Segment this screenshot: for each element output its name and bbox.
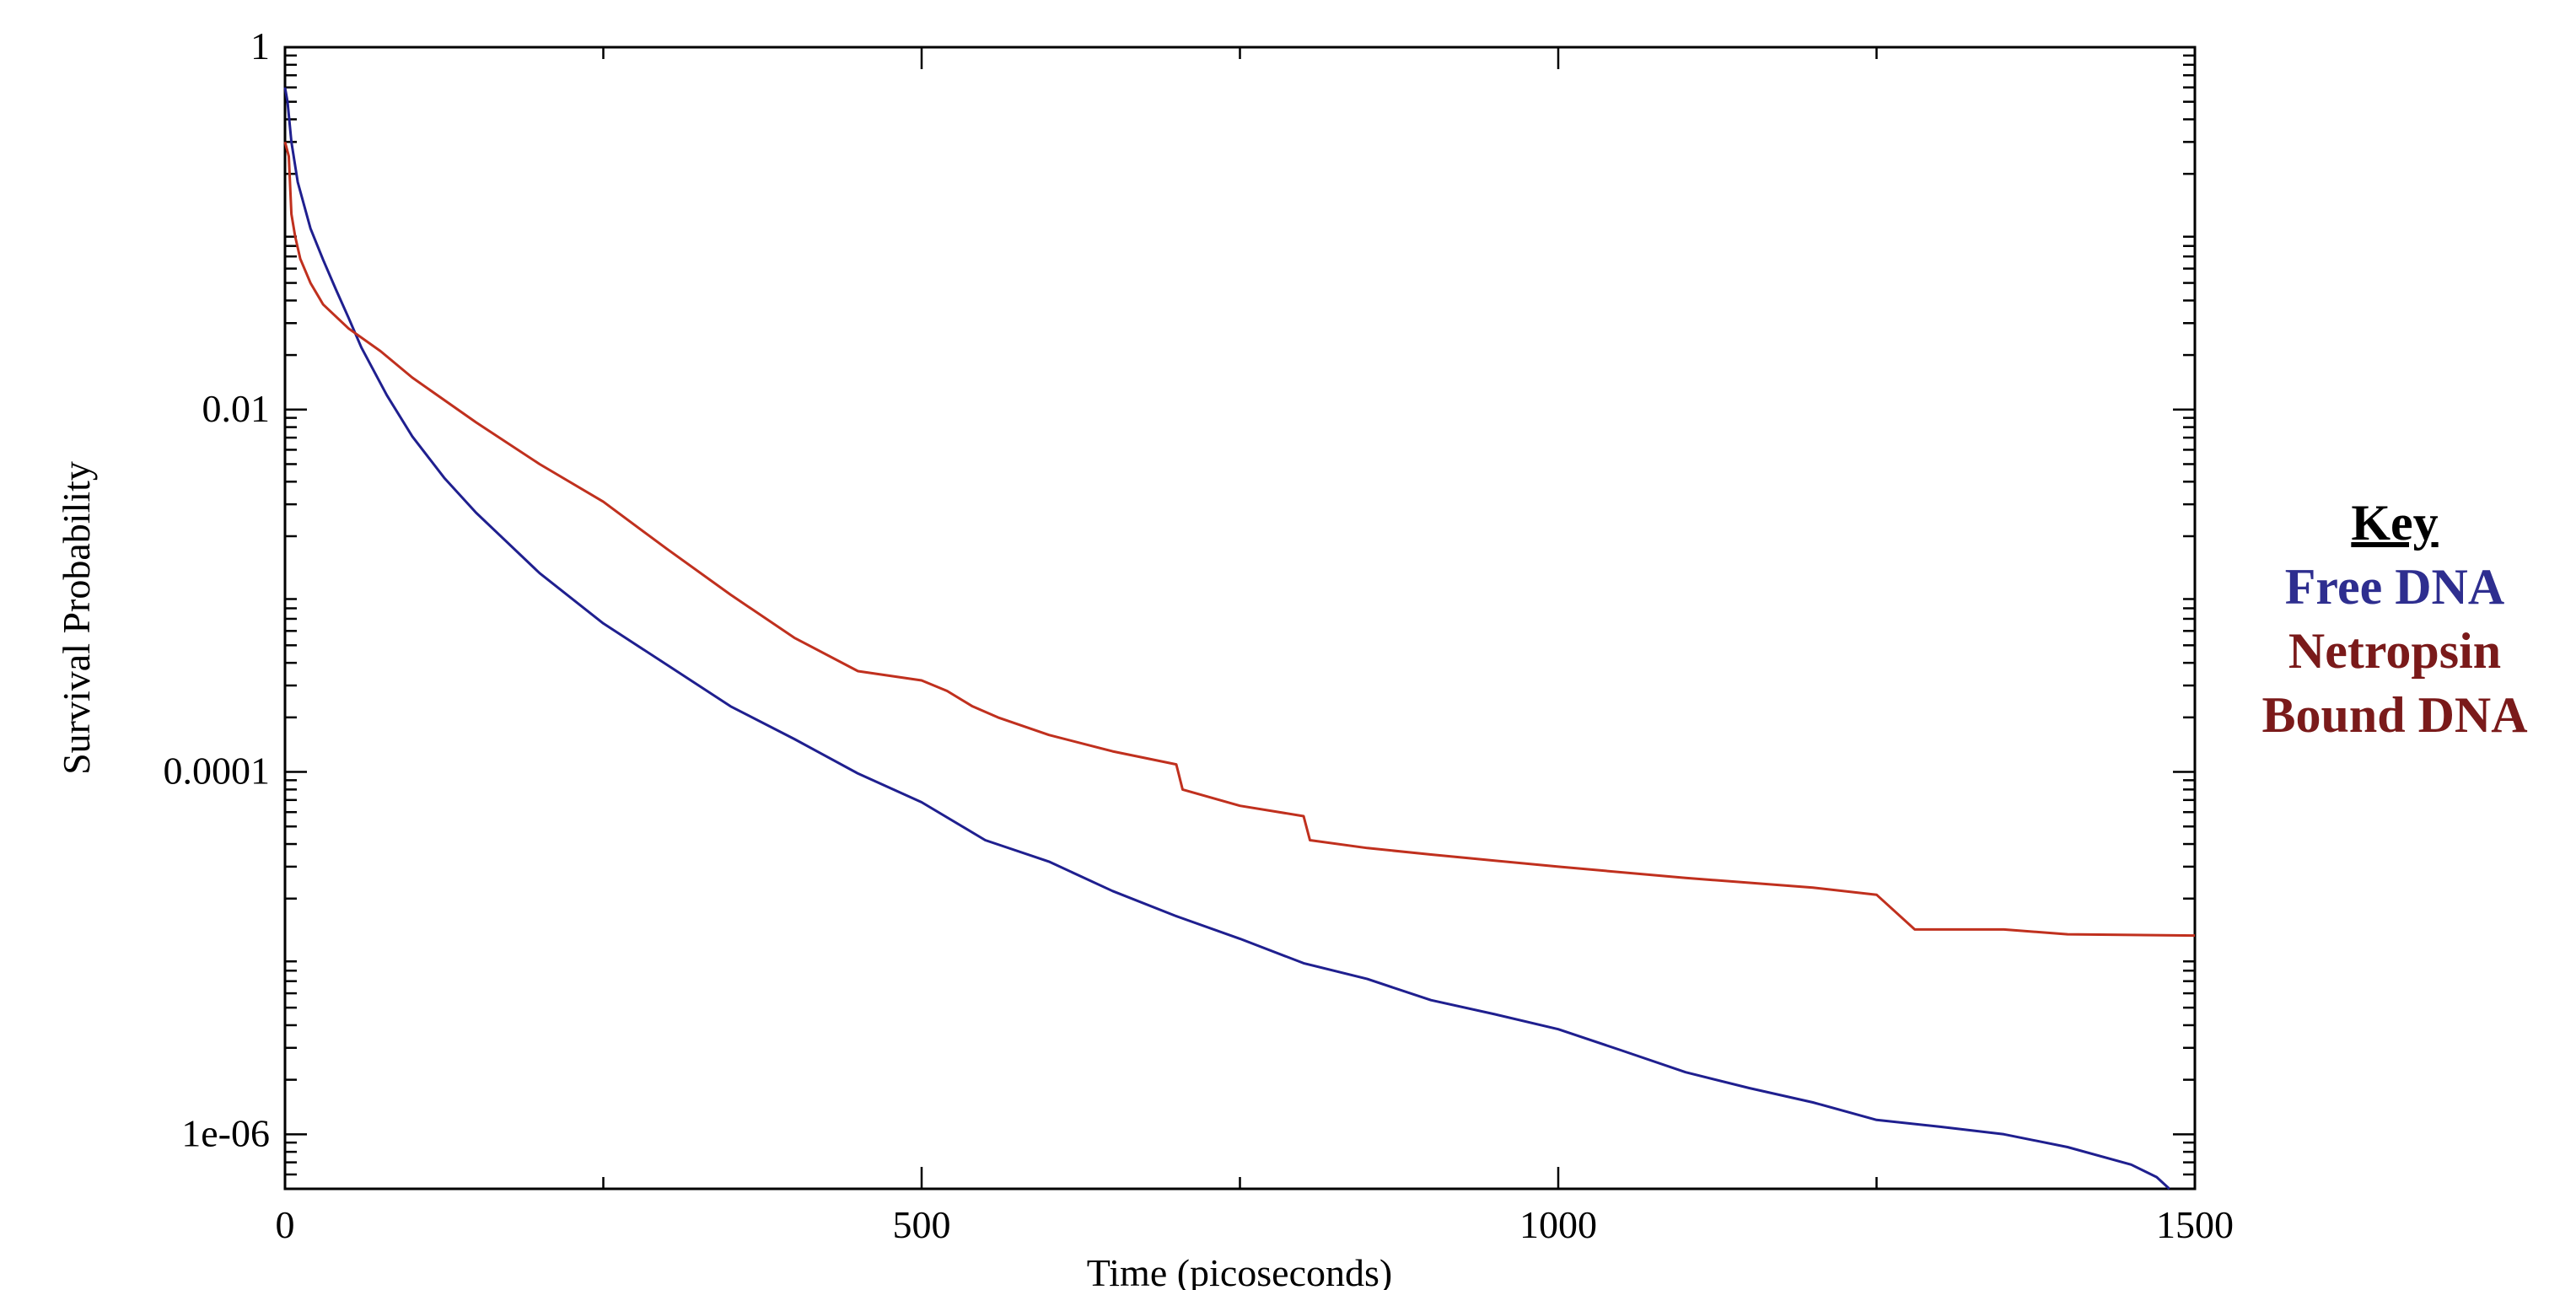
legend-item-free-dna: Free DNA [2209,555,2576,619]
axis-ticks [285,47,2195,1189]
x-tick-label: 1500 [2156,1203,2234,1246]
legend-title: Key [2209,491,2576,555]
y-tick-label: 0.0001 [164,750,271,793]
series-line-netropsin-bound-dna [285,142,2195,935]
legend-key: Key Free DNA Netropsin Bound DNA [2209,491,2576,747]
x-tick-label: 500 [893,1203,951,1246]
series-line-free-dna [285,88,2170,1189]
plot-frame [285,47,2195,1189]
axis-tick-labels: 0 500 1000 1500 1 0.01 0.0001 1e-06 [164,24,2235,1246]
x-axis-label: Time (picoseconds) [1087,1251,1392,1290]
x-tick-label: 0 [276,1203,295,1246]
legend-item-netropsin-line2: Bound DNA [2209,683,2576,747]
y-tick-label: 1 [250,24,270,67]
series-layer [285,88,2195,1189]
legend-item-netropsin-line1: Netropsin [2209,619,2576,683]
y-axis-label: Survival Probability [55,461,98,775]
y-tick-label: 1e-06 [181,1111,270,1154]
y-tick-label: 0.01 [202,387,271,430]
x-tick-label: 1000 [1519,1203,1597,1246]
